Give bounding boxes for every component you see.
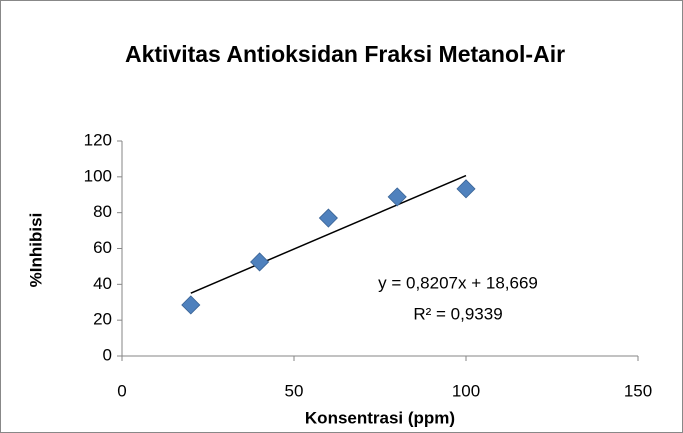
y-tick-label: 80 <box>93 202 112 221</box>
r-squared: R² = 0,9339 <box>413 304 502 323</box>
marker <box>456 179 476 199</box>
marker <box>250 252 270 272</box>
y-axis-label: %Inhibisi <box>26 213 45 288</box>
trendline <box>190 174 467 294</box>
marker <box>181 295 201 315</box>
x-tick-label: 100 <box>452 381 480 400</box>
y-tick-label: 100 <box>84 166 112 185</box>
x-tick-label: 50 <box>285 381 304 400</box>
x-tick-label: 150 <box>624 381 652 400</box>
y-tick-label: 40 <box>93 274 112 293</box>
chart-title: Aktivitas Antioksidan Fraksi Metanol-Air <box>124 41 566 67</box>
marker <box>387 187 407 207</box>
y-tick-label: 60 <box>93 238 112 257</box>
x-tick-label: 0 <box>117 381 126 400</box>
marker <box>318 208 338 228</box>
y-tick-label: 120 <box>84 130 112 149</box>
equation: y = 0,8207x + 18,669 <box>378 273 538 292</box>
y-tick-label: 0 <box>103 345 112 364</box>
y-tick-label: 20 <box>93 310 112 329</box>
x-axis-label: Konsentrasi (ppm) <box>305 408 455 427</box>
